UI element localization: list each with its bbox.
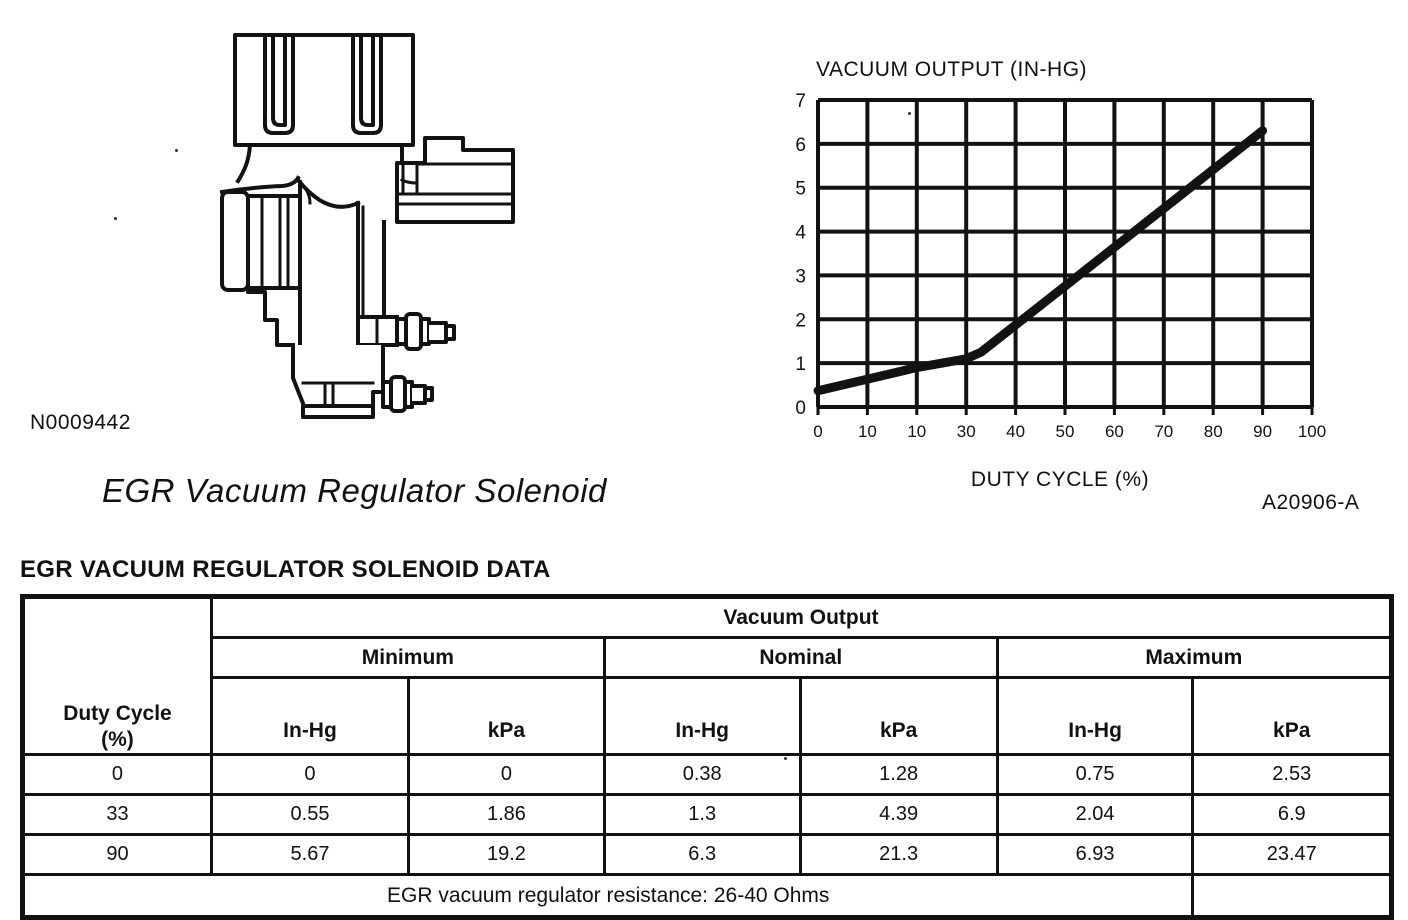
table-cell: 0	[209, 753, 411, 796]
y-tick-label: 2	[795, 310, 806, 331]
table-cell: 6.3	[602, 833, 802, 876]
solenoid-data-table: Duty Cycle (%) Vacuum Output Minimum Nom…	[20, 594, 1394, 920]
corner-header-line2: (%)	[101, 727, 134, 751]
x-tick-label: 90	[1253, 422, 1272, 441]
unit-header: In-Hg	[602, 676, 802, 756]
table-cell: 90	[21, 833, 213, 876]
table-title: EGR VACUUM REGULATOR SOLENOID DATA	[20, 556, 551, 583]
corner-header-line1: Duty Cycle	[63, 701, 172, 725]
table-cell: 0.75	[995, 753, 1195, 796]
x-tick-label: 80	[1204, 422, 1223, 441]
egr-solenoid-diagram	[219, 33, 515, 419]
y-tick-label: 7	[795, 91, 806, 112]
y-tick-label: 5	[795, 179, 806, 200]
vacuum-output-line	[813, 126, 1268, 396]
table-cell: 1.86	[407, 793, 606, 836]
figure-code: A20906-A	[1262, 491, 1360, 514]
table-cell: 0	[21, 753, 213, 796]
group-header: Vacuum Output	[209, 595, 1394, 639]
table-cell: 2.04	[995, 793, 1195, 836]
table-cell: 2.53	[1191, 753, 1393, 796]
table-row: 0 0 0 0.38 1.28 0.75 2.53	[21, 753, 1393, 796]
empty-cell	[1191, 873, 1393, 919]
x-tick-label: 70	[1154, 422, 1173, 441]
figure-caption: EGR Vacuum Regulator Solenoid	[102, 472, 607, 509]
unit-header: In-Hg	[995, 676, 1195, 756]
vacuum-output-chart: 0 10 10 30 40 50 60 70 80 90 100 0 1 2 3 4 5 6 7	[795, 91, 1326, 441]
subgroup-minimum: Minimum	[209, 636, 606, 679]
subgroup-nominal: Nominal	[602, 636, 999, 679]
unit-header: In-Hg	[209, 676, 411, 756]
x-tick-label: 60	[1105, 422, 1124, 441]
unit-header: kPa	[798, 676, 999, 756]
table-cell: 0.55	[209, 793, 411, 836]
table-cell: 33	[21, 793, 213, 836]
table-cell: 6.9	[1191, 793, 1393, 836]
scan-speckle	[175, 149, 178, 152]
corner-header: Duty Cycle (%)	[21, 595, 213, 756]
scan-speckle	[908, 112, 911, 115]
table-row: 33 0.55 1.86 1.3 4.39 2.04 6.9	[21, 793, 1393, 836]
unit-header: kPa	[407, 676, 606, 756]
x-tick-label: 100	[1298, 422, 1326, 441]
x-tick-label: 0	[813, 422, 822, 441]
table-cell: 6.93	[995, 833, 1195, 876]
table-cell: 21.3	[798, 833, 999, 876]
table-cell: 23.47	[1191, 833, 1393, 876]
table-cell: 1.28	[798, 753, 999, 796]
chart-title: VACUUM OUTPUT (IN-HG)	[816, 58, 1088, 81]
x-tick-label: 10	[907, 422, 926, 441]
scan-speckle	[114, 217, 117, 220]
table-cell: 0.38	[602, 753, 802, 796]
y-tick-label: 4	[795, 223, 806, 244]
x-tick-label: 10	[858, 422, 877, 441]
y-tick-label: 0	[795, 398, 806, 419]
table-cell: 5.67	[209, 833, 411, 876]
table-cell: 4.39	[798, 793, 999, 836]
table-cell: 1.3	[602, 793, 802, 836]
x-tick-label: 50	[1056, 422, 1075, 441]
x-axis-label: DUTY CYCLE (%)	[970, 468, 1150, 491]
scan-speckle	[784, 757, 787, 760]
table-cell: 0	[407, 753, 606, 796]
table-cell: 19.2	[407, 833, 606, 876]
subgroup-maximum: Maximum	[995, 636, 1394, 679]
y-tick-label: 6	[795, 135, 806, 156]
part-number-label: N0009442	[30, 411, 131, 434]
table-row: 90 5.67 19.2 6.3 21.3 6.93 23.47	[21, 833, 1393, 876]
resistance-note: EGR vacuum regulator resistance: 26-40 O…	[20, 873, 1195, 919]
unit-header: kPa	[1191, 676, 1393, 756]
x-tick-label: 30	[957, 422, 976, 441]
x-tick-label: 40	[1006, 422, 1025, 441]
y-tick-label: 3	[795, 266, 806, 287]
y-tick-label: 1	[795, 354, 806, 375]
